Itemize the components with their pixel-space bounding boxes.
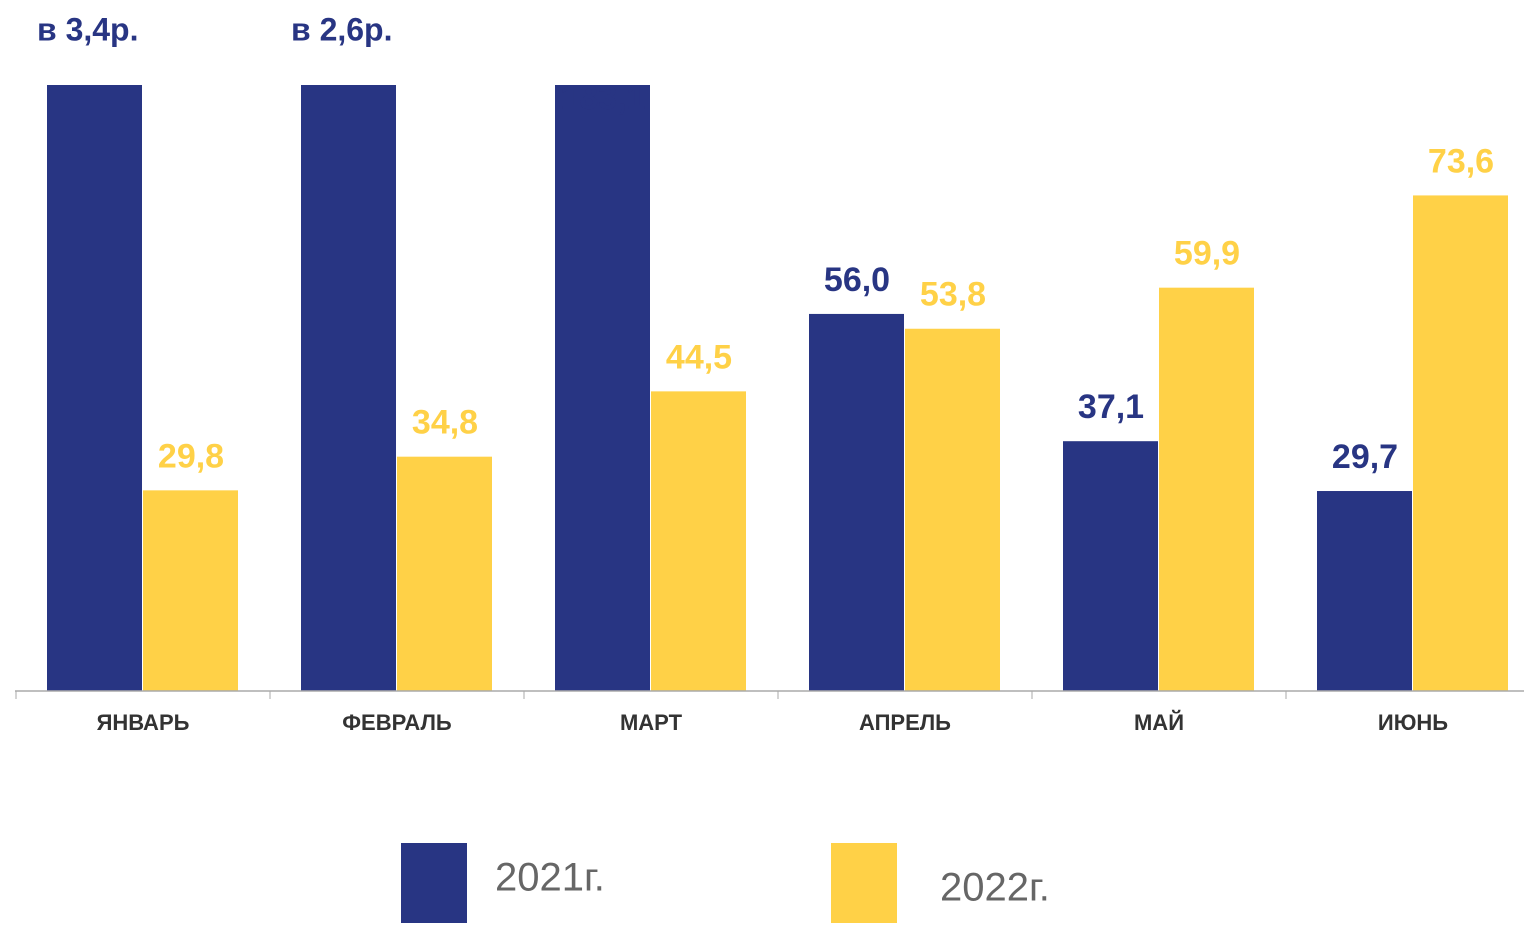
data-label: 29,7 (1332, 438, 1398, 476)
x-tick-label: ЯНВАРЬ (97, 710, 190, 735)
bar (651, 391, 746, 691)
bar (809, 313, 904, 691)
bar (301, 85, 396, 691)
annotation: в 3,4р. (37, 11, 138, 47)
x-tick-label: МАЙ (1134, 710, 1184, 735)
data-label: 56,0 (824, 261, 890, 299)
x-tick-label: МАРТ (620, 710, 683, 735)
x-tick-label: ИЮНЬ (1378, 710, 1448, 735)
bar (1159, 287, 1254, 691)
data-label: 44,5 (666, 338, 732, 376)
data-label: 59,9 (1174, 235, 1240, 273)
bar (905, 328, 1000, 691)
bar (143, 490, 238, 691)
data-label: 29,8 (158, 437, 224, 475)
legend-swatch (401, 843, 467, 923)
x-tick-label: ФЕВРАЛЬ (342, 710, 452, 735)
data-label: 37,1 (1078, 388, 1144, 426)
data-label: 73,6 (1428, 142, 1494, 180)
x-tick-label: АПРЕЛЬ (859, 710, 951, 735)
bar (397, 456, 492, 691)
bar (1063, 441, 1158, 691)
legend-label: 2021г. (495, 856, 605, 900)
bars (47, 85, 1508, 691)
legend-label: 2022г. (940, 866, 1050, 910)
data-label: 53,8 (920, 276, 986, 314)
bar (1413, 195, 1508, 691)
legend-swatch (831, 843, 897, 923)
data-label: 34,8 (412, 404, 478, 442)
bar (1317, 491, 1412, 691)
annotation: в 2,6р. (291, 11, 392, 47)
data-label: 183,1 (560, 79, 645, 117)
bar (555, 85, 650, 691)
bar (47, 85, 142, 691)
